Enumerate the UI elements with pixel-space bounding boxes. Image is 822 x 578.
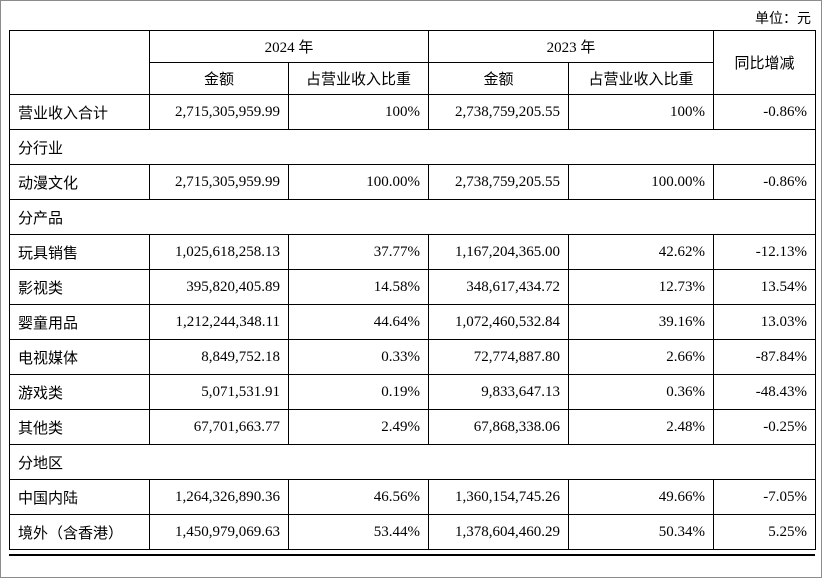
amount-2023: 1,072,460,532.84 — [428, 304, 570, 340]
row-label: 境外（含香港） — [9, 514, 150, 550]
amount-2023: 1,378,604,460.29 — [428, 514, 570, 550]
ratio-2023: 2.48% — [568, 409, 715, 445]
ratio-2024: 44.64% — [287, 304, 430, 340]
amount-2024: 8,849,752.18 — [149, 339, 289, 375]
row-label: 营业收入合计 — [9, 94, 150, 130]
unit-label: 单位：元 — [755, 12, 811, 27]
amount-2023-header: 金额 — [428, 62, 570, 95]
yoy-value: -0.86% — [713, 164, 817, 200]
yoy-value: -12.13% — [713, 234, 817, 270]
ratio-2024: 2.49% — [287, 409, 430, 445]
ratio-2023: 50.34% — [568, 514, 715, 550]
yoy-value: 13.03% — [713, 304, 817, 340]
ratio-2024: 0.19% — [287, 374, 430, 410]
table-row: 影视类 395,820,405.89 14.58% 348,617,434.72… — [9, 269, 817, 305]
table-row: 中国内陆 1,264,326,890.36 46.56% 1,360,154,7… — [9, 479, 817, 515]
section-row-product: 分产品 — [8, 199, 817, 235]
amount-2024: 5,071,531.91 — [149, 374, 289, 410]
section-row-region: 分地区 — [8, 444, 817, 480]
ratio-2024: 46.56% — [287, 479, 430, 515]
row-label: 中国内陆 — [9, 479, 150, 515]
year-2024-header: 2024 年 — [148, 30, 430, 63]
amount-2024-header: 金额 — [149, 62, 289, 95]
table-row: 动漫文化 2,715,305,959.99 100.00% 2,738,759,… — [9, 164, 817, 200]
row-label: 其他类 — [9, 409, 150, 445]
ratio-2023: 100% — [568, 94, 715, 130]
amount-2024: 2,715,305,959.99 — [149, 94, 289, 130]
amount-2024: 1,264,326,890.36 — [149, 479, 289, 515]
table-row: 婴童用品 1,212,244,348.11 44.64% 1,072,460,5… — [9, 304, 817, 340]
yoy-header: 同比增减 — [713, 30, 817, 95]
yoy-value: -0.25% — [713, 409, 817, 445]
amount-2023: 2,738,759,205.55 — [428, 94, 570, 130]
row-label: 游戏类 — [9, 374, 150, 410]
section-label: 分行业 — [8, 129, 817, 165]
amount-2023: 72,774,887.80 — [428, 339, 570, 375]
header-row-years: 2024 年 2023 年 同比增减 — [9, 30, 817, 95]
table-row-total: 营业收入合计 2,715,305,959.99 100% 2,738,759,2… — [9, 94, 817, 130]
ratio-2024: 37.77% — [287, 234, 430, 270]
amount-2023: 348,617,434.72 — [428, 269, 570, 305]
section-label: 分产品 — [8, 199, 817, 235]
amount-2024: 67,701,663.77 — [149, 409, 289, 445]
ratio-2024: 100.00% — [287, 164, 430, 200]
yoy-value: 5.25% — [713, 514, 817, 550]
section-row-industry: 分行业 — [8, 129, 817, 165]
amount-2023: 9,833,647.13 — [428, 374, 570, 410]
ratio-2023: 42.62% — [568, 234, 715, 270]
ratio-2023: 2.66% — [568, 339, 715, 375]
table-row: 境外（含香港） 1,450,979,069.63 53.44% 1,378,60… — [9, 514, 817, 550]
amount-2023: 2,738,759,205.55 — [428, 164, 570, 200]
amount-2024: 1,212,244,348.11 — [149, 304, 289, 340]
row-label: 玩具销售 — [9, 234, 150, 270]
table-bottom-rule — [9, 554, 815, 556]
row-label: 影视类 — [9, 269, 150, 305]
amount-2023: 1,167,204,365.00 — [428, 234, 570, 270]
yoy-value: -7.05% — [713, 479, 817, 515]
table-row: 其他类 67,701,663.77 2.49% 67,868,338.06 2.… — [9, 409, 817, 445]
yoy-value: -48.43% — [713, 374, 817, 410]
year-2023-header: 2023 年 — [428, 30, 715, 63]
ratio-2024: 0.33% — [287, 339, 430, 375]
amount-2024: 395,820,405.89 — [149, 269, 289, 305]
section-label: 分地区 — [8, 444, 817, 480]
table-row: 电视媒体 8,849,752.18 0.33% 72,774,887.80 2.… — [9, 339, 817, 375]
ratio-2023: 100.00% — [568, 164, 715, 200]
table-row: 玩具销售 1,025,618,258.13 37.77% 1,167,204,3… — [9, 234, 817, 270]
row-label: 电视媒体 — [9, 339, 150, 375]
table-row: 游戏类 5,071,531.91 0.19% 9,833,647.13 0.36… — [9, 374, 817, 410]
row-label: 动漫文化 — [9, 164, 150, 200]
amount-2024: 2,715,305,959.99 — [149, 164, 289, 200]
amount-2024: 1,450,979,069.63 — [149, 514, 289, 550]
ratio-2024: 53.44% — [287, 514, 430, 550]
amount-2023: 1,360,154,745.26 — [428, 479, 570, 515]
yoy-value: -0.86% — [713, 94, 817, 130]
yoy-value: 13.54% — [713, 269, 817, 305]
row-label: 婴童用品 — [9, 304, 150, 340]
ratio-2023: 12.73% — [568, 269, 715, 305]
header-row-metrics: 金额 占营业收入比重 金额 占营业收入比重 — [10, 62, 816, 95]
ratio-2023: 49.66% — [568, 479, 715, 515]
ratio-2024: 100% — [287, 94, 430, 130]
revenue-breakdown-table: 2024 年 2023 年 同比增减 金额 占营业收入比重 金额 占营业收入比重… — [8, 30, 817, 550]
amount-2023: 67,868,338.06 — [428, 409, 570, 445]
ratio-2023-header: 占营业收入比重 — [568, 62, 715, 95]
ratio-2023: 39.16% — [568, 304, 715, 340]
amount-2024: 1,025,618,258.13 — [149, 234, 289, 270]
ratio-2024: 14.58% — [287, 269, 430, 305]
ratio-2023: 0.36% — [568, 374, 715, 410]
corner-blank-cell — [9, 30, 150, 95]
ratio-2024-header: 占营业收入比重 — [287, 62, 430, 95]
yoy-value: -87.84% — [713, 339, 817, 375]
